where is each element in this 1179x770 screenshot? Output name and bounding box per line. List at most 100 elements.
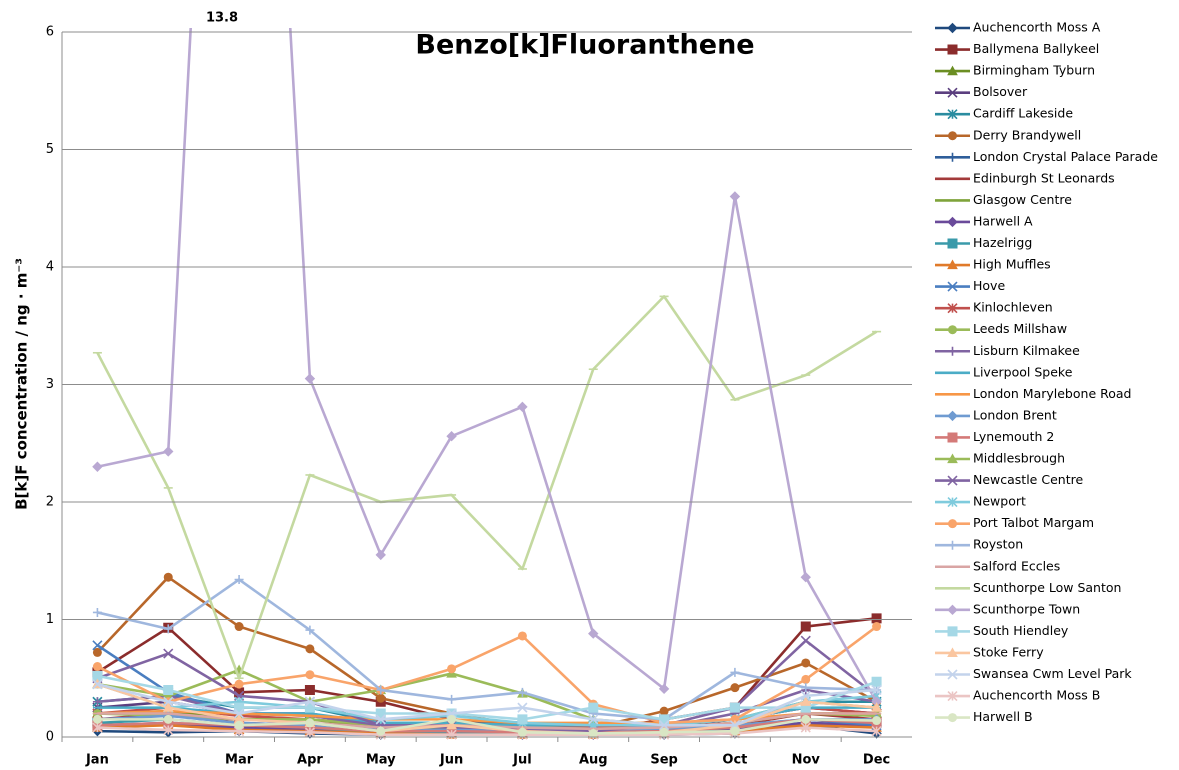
marker	[947, 497, 958, 508]
legend-label: Bolsover	[973, 84, 1028, 99]
legend-label: Glasgow Centre	[973, 192, 1072, 207]
marker	[871, 726, 882, 737]
legend-label: Port Talbot Margam	[973, 515, 1094, 530]
marker	[92, 461, 103, 472]
marker	[304, 373, 316, 384]
marker	[872, 716, 882, 726]
y-tick-label: 5	[46, 142, 54, 157]
marker	[92, 722, 103, 733]
marker	[588, 628, 599, 639]
marker	[234, 575, 244, 585]
marker	[588, 702, 599, 713]
marker	[730, 726, 740, 736]
marker	[446, 729, 457, 740]
legend-label: Liverpool Speke	[973, 364, 1073, 379]
marker	[304, 685, 315, 695]
y-tick-label: 6	[46, 25, 54, 40]
marker	[800, 635, 811, 646]
x-tick-label: May	[366, 753, 396, 768]
marker	[947, 626, 958, 637]
series-line	[96, 295, 878, 680]
marker	[305, 718, 315, 728]
marker	[801, 674, 811, 684]
marker	[305, 644, 315, 654]
marker	[800, 621, 811, 632]
marker	[947, 87, 958, 98]
marker	[948, 540, 957, 550]
marker	[304, 696, 315, 707]
legend-label: Newcastle Centre	[973, 472, 1083, 487]
marker	[948, 152, 957, 162]
marker	[92, 647, 102, 657]
series-line	[97, 28, 878, 703]
legend-label: Lisburn Kilmakee	[973, 343, 1080, 358]
marker	[163, 572, 173, 582]
legend-label: Kinlochleven	[973, 300, 1053, 315]
x-tick-label: Feb	[155, 753, 181, 768]
series-line	[97, 578, 877, 721]
marker	[872, 622, 882, 632]
x-tick-label: Mar	[225, 753, 254, 768]
marker	[800, 571, 811, 583]
marker	[947, 109, 958, 120]
legend-label: London Crystal Palace Parade	[973, 149, 1158, 164]
legend-label: Cardiff Lakeside	[973, 106, 1073, 121]
marker	[92, 697, 102, 707]
marker	[375, 549, 386, 561]
marker	[163, 446, 174, 457]
marker	[92, 640, 103, 651]
marker	[947, 281, 958, 292]
marker	[376, 693, 386, 703]
plot-area	[92, 28, 882, 740]
marker	[800, 690, 811, 701]
marker	[947, 238, 958, 249]
marker	[517, 702, 528, 713]
legend-label: Scunthorpe Town	[973, 601, 1080, 616]
marker	[948, 519, 957, 529]
legend-label: London Marylebone Road	[973, 386, 1131, 401]
legend-label: London Brent	[973, 407, 1057, 422]
marker	[305, 670, 315, 680]
marker	[163, 696, 174, 707]
legend-label: Harwell B	[973, 709, 1033, 724]
series-line	[97, 718, 877, 735]
marker	[658, 683, 670, 695]
marker	[801, 714, 811, 724]
marker	[729, 191, 741, 202]
marker	[588, 728, 598, 738]
marker	[948, 713, 957, 723]
marker	[729, 702, 740, 713]
marker	[947, 410, 958, 422]
marker	[447, 714, 457, 724]
marker	[517, 401, 528, 413]
series-line	[97, 709, 877, 725]
x-tick-label: Sep	[650, 753, 678, 768]
marker	[947, 22, 958, 34]
marker	[947, 303, 958, 314]
marker	[588, 714, 599, 725]
marker	[659, 706, 669, 716]
y-tick-label: 4	[46, 260, 54, 275]
legend-label: High Muffles	[973, 257, 1051, 272]
marker	[517, 714, 528, 725]
marker	[92, 679, 103, 690]
y-tick-label: 3	[46, 377, 54, 392]
legend-label: Lynemouth 2	[973, 429, 1054, 444]
marker	[234, 622, 244, 632]
legend-label: Auchencorth Moss B	[973, 688, 1100, 703]
marker	[947, 44, 958, 55]
marker	[659, 727, 669, 737]
marker	[447, 664, 457, 674]
y-tick-label: 0	[46, 730, 54, 745]
marker	[948, 131, 957, 141]
legend-label: Scunthorpe Low Santon	[973, 580, 1121, 595]
marker	[730, 667, 740, 677]
marker	[947, 65, 958, 76]
legend-label: Royston	[973, 537, 1023, 552]
marker	[947, 259, 958, 270]
marker	[447, 694, 457, 704]
marker	[163, 714, 173, 724]
marker	[517, 687, 527, 697]
x-tick-label: Dec	[863, 753, 890, 768]
